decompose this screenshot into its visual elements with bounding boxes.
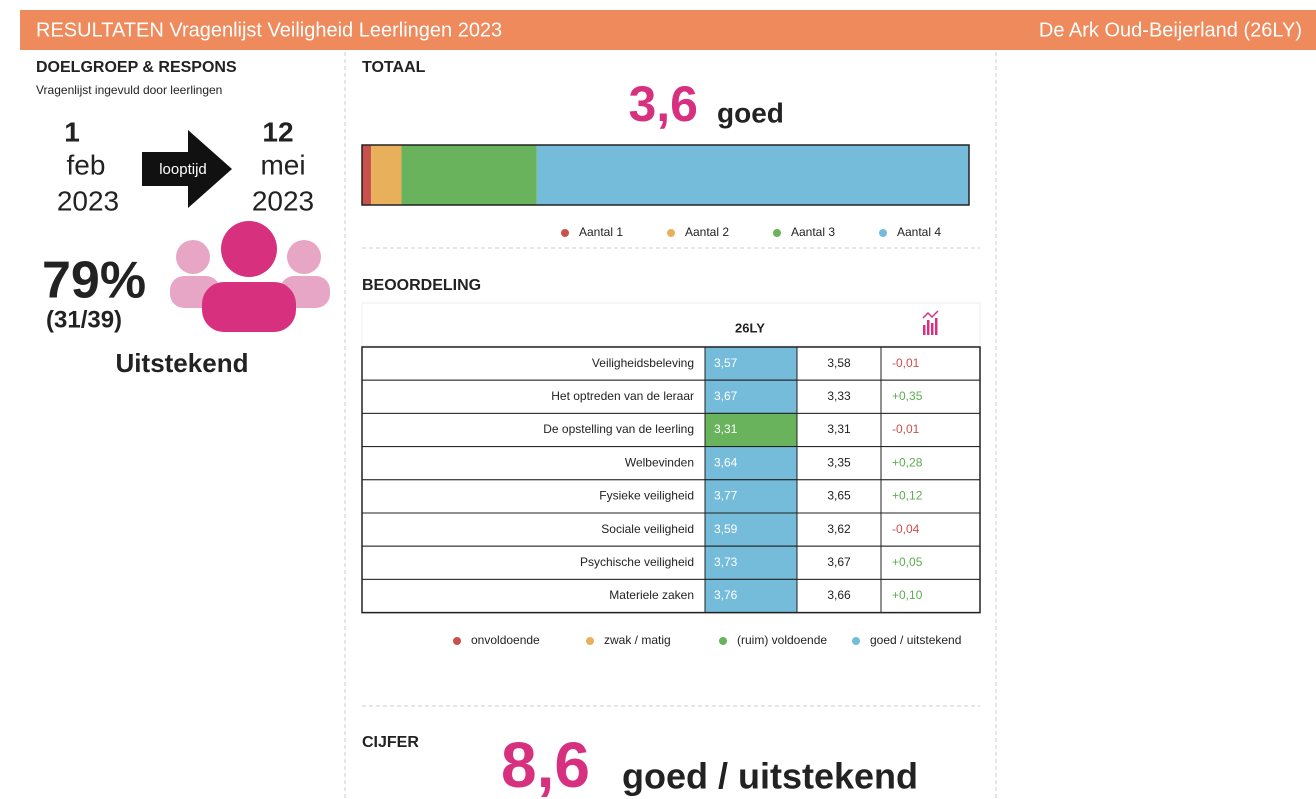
score: 3,59	[714, 522, 738, 536]
column-header: 26LY	[735, 320, 765, 335]
legend: onvoldoende zwak / matig (ruim) voldoende g…	[453, 633, 961, 647]
bar-outline	[361, 144, 970, 206]
legend-label: goed / uitstekend	[870, 633, 961, 647]
average: 3,35	[827, 455, 851, 469]
header-title: RESULTATEN Vragenlijst Veiligheid Leerli…	[36, 19, 502, 41]
score: 3,77	[714, 489, 738, 503]
arrow	[142, 130, 232, 208]
end-day: 12	[262, 116, 293, 147]
section-title: DOELGROEP & RESPONS	[36, 59, 237, 76]
legend-marker	[667, 229, 675, 237]
score: 3,31	[714, 422, 738, 436]
difference: +0,05	[892, 555, 923, 569]
legend-label: Aantal 2	[685, 225, 729, 239]
average: 3,66	[827, 588, 851, 602]
score: 3,76	[714, 588, 738, 602]
average: 3,62	[827, 522, 851, 536]
row-label: Fysieke veiligheid	[599, 489, 694, 503]
legend-marker	[879, 229, 887, 237]
score-cell	[704, 412, 798, 448]
difference: +0,12	[892, 489, 923, 503]
grade-label: goed / uitstekend	[622, 756, 918, 797]
bar-segment	[362, 145, 372, 205]
bar-segment	[536, 145, 969, 205]
score-cell	[704, 512, 798, 547]
score-cell	[704, 479, 798, 514]
table-header	[361, 302, 981, 347]
end-year: 2023	[252, 185, 314, 216]
bar-segment	[371, 145, 402, 205]
percentage: 79%	[42, 252, 146, 310]
row-label: Materiele zaken	[609, 588, 694, 602]
row-label: De opstelling van de leerling	[543, 422, 694, 436]
difference: +0,28	[892, 455, 923, 469]
legend-marker	[773, 229, 781, 237]
legend-marker	[561, 229, 569, 237]
subtitle: Vragenlijst ingevuld door leerlingen	[36, 83, 222, 97]
table-row	[361, 479, 981, 514]
legend-label: Aantal 4	[897, 225, 941, 239]
average: 3,33	[827, 389, 851, 403]
difference: +0,35	[892, 389, 923, 403]
stacked-bar	[361, 144, 970, 206]
legend-label: onvoldoende	[471, 633, 540, 647]
start-day: 1	[64, 116, 80, 147]
row-label: Psychische veiligheid	[580, 555, 694, 569]
start-month: feb	[67, 149, 106, 180]
average: 3,58	[827, 356, 851, 370]
start-year: 2023	[57, 185, 119, 216]
row-label: Welbevinden	[625, 455, 694, 469]
end-month: mei	[260, 149, 305, 180]
verdict: Uitstekend	[116, 348, 249, 378]
score-cell	[704, 545, 798, 580]
people-icon	[170, 221, 330, 332]
section-title: TOTAAL	[362, 59, 426, 76]
header-bar	[20, 10, 1316, 50]
legend-marker	[852, 637, 860, 645]
score: 3,64	[714, 455, 738, 469]
score-cell	[704, 578, 798, 614]
legend-label: zwak / matig	[604, 633, 671, 647]
table-row	[361, 346, 981, 381]
score: 3,73	[714, 555, 738, 569]
difference: -0,01	[892, 356, 920, 370]
table-border	[361, 346, 981, 614]
total-score: 3,6	[628, 76, 698, 132]
difference: +0,10	[892, 588, 923, 602]
score-cell	[704, 346, 798, 381]
legend-label: (ruim) voldoende	[737, 633, 827, 647]
row-label: Veiligheidsbeleving	[592, 356, 694, 370]
header-school: De Ark Oud-Beijerland (26LY)	[1039, 19, 1302, 41]
total-label: goed	[717, 97, 784, 128]
legend-label: Aantal 1	[579, 225, 623, 239]
arrow-label: looptijd	[159, 161, 207, 178]
average: 3,67	[827, 555, 851, 569]
score-cell	[704, 446, 798, 481]
legend-marker	[719, 637, 727, 645]
table: Veiligheidsbeleving 3,57 3,58 -0,01 Het optr…	[361, 346, 981, 614]
average: 3,31	[827, 422, 851, 436]
average: 3,65	[827, 489, 851, 503]
legend-marker	[586, 637, 594, 645]
row-label: Het optreden van de leraar	[551, 389, 694, 403]
legend: Aantal 1 Aantal 2 Aantal 3 Aantal 4	[561, 225, 941, 239]
legend-marker	[453, 637, 461, 645]
section-title: CIJFER	[362, 734, 419, 751]
trend-icon	[922, 310, 939, 335]
count: (31/39)	[46, 306, 122, 333]
difference: -0,01	[892, 422, 920, 436]
score: 3,67	[714, 389, 738, 403]
bar-segment	[401, 145, 537, 205]
difference: -0,04	[892, 522, 920, 536]
row-label: Sociale veiligheid	[601, 522, 694, 536]
score: 3,57	[714, 356, 738, 370]
legend-label: Aantal 3	[791, 225, 835, 239]
grade-score: 8,6	[501, 729, 590, 799]
section-title: BEOORDELING	[362, 277, 481, 294]
